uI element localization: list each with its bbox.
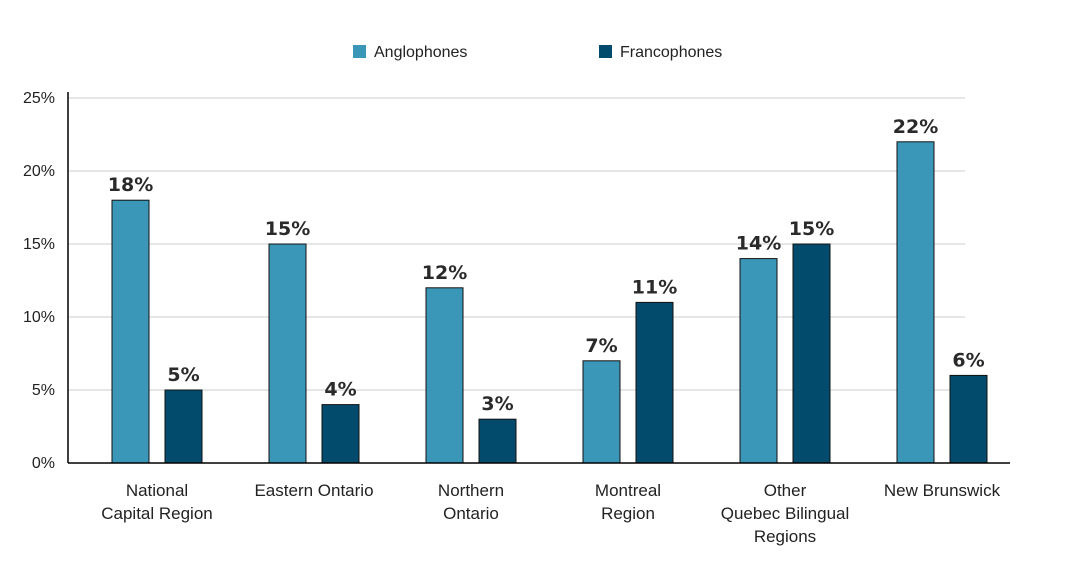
data-label: 6% (952, 349, 984, 371)
bar-francophones-5 (949, 374, 988, 464)
data-label: 7% (585, 335, 617, 357)
x-category-label: Other Quebec Bilingual Regions (721, 481, 850, 546)
y-tick-label: 0% (32, 455, 55, 472)
x-category-label-line: New Brunswick (884, 481, 1001, 500)
legend-swatch-francophones (599, 45, 612, 58)
data-labels: 18% 5% 15% 4% 12% 3% 7% 11% 14% 15% 22% 6% (108, 116, 985, 415)
legend-label-francophones: Francophones (620, 44, 722, 61)
data-label: 11% (632, 276, 677, 298)
data-label: 5% (167, 364, 199, 386)
x-category-label: National Capital Region (101, 481, 213, 523)
x-category-label: New Brunswick (884, 481, 1001, 500)
x-category-label-line: Northern (438, 481, 504, 500)
data-label: 3% (481, 393, 513, 415)
axes: 0% 5% 10% 15% 20% 25% National Capital Region Ea… (23, 90, 1010, 546)
y-tick-label: 5% (32, 382, 55, 399)
bar-francophones-3 (635, 301, 674, 464)
bar-anglophones-4 (739, 258, 778, 464)
bar-anglophones-3 (582, 360, 621, 464)
bar-anglophones-5 (896, 141, 935, 464)
x-category-label: Northern Ontario (438, 481, 504, 523)
bar-anglophones-0 (111, 199, 150, 464)
x-category-label-line: Quebec Bilingual (721, 504, 850, 523)
data-label: 18% (108, 174, 153, 196)
data-label: 4% (324, 379, 356, 401)
y-tick-label: 20% (23, 163, 55, 180)
x-category-label: Eastern Ontario (254, 481, 373, 500)
bar-francophones-0 (164, 389, 203, 464)
y-tick-label: 15% (23, 236, 55, 253)
data-label: 15% (789, 218, 834, 240)
x-category-label-line: National (126, 481, 188, 500)
y-tick-label: 10% (23, 309, 55, 326)
x-category-label-line: Ontario (443, 504, 499, 523)
data-label: 14% (736, 233, 781, 255)
legend-swatch-anglophones (353, 45, 366, 58)
bar-anglophones-2 (425, 287, 464, 464)
x-category-label: Montreal Region (595, 481, 661, 523)
data-label: 12% (422, 262, 467, 284)
bars (111, 141, 988, 464)
x-category-label-line: Other (764, 481, 807, 500)
legend-label-anglophones: Anglophones (374, 44, 467, 61)
bar-francophones-1 (321, 404, 360, 464)
y-tick-label: 25% (23, 90, 55, 107)
x-category-label-line: Capital Region (101, 504, 213, 523)
bar-francophones-4 (792, 243, 831, 464)
x-category-label-line: Region (601, 504, 655, 523)
x-category-label-line: Eastern Ontario (254, 481, 373, 500)
bar-anglophones-1 (268, 243, 307, 464)
bar-francophones-2 (478, 418, 517, 464)
data-label: 22% (893, 116, 938, 138)
legend: Anglophones Francophones (353, 44, 722, 61)
data-label: 15% (265, 218, 310, 240)
x-category-label-line: Montreal (595, 481, 661, 500)
x-category-label-line: Regions (754, 527, 816, 546)
